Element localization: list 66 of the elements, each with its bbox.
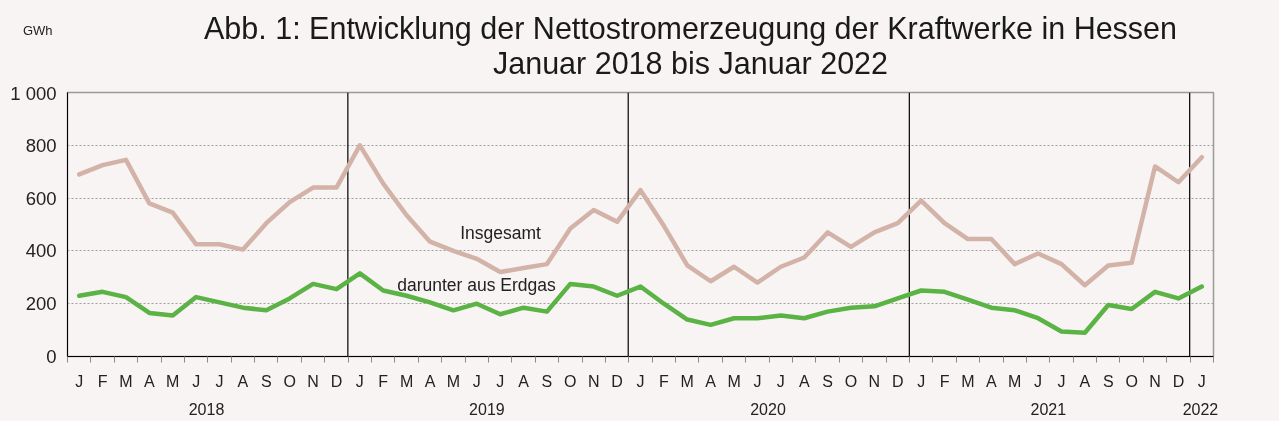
x-tick-label: O <box>1125 372 1138 390</box>
x-tick-label: F <box>97 372 108 390</box>
x-tick-label: S <box>260 372 272 390</box>
x-tick-label: J <box>776 372 785 390</box>
x-tick-label: A <box>424 372 436 390</box>
y-tick-label: 1 000 <box>10 82 57 104</box>
x-tick-label: N <box>307 372 319 390</box>
x-tick-label: M <box>1008 372 1022 390</box>
x-tick-label: J <box>1034 372 1043 390</box>
x-tick-label: D <box>611 372 623 390</box>
series-label: Insgesamt <box>460 222 541 243</box>
x-tick-label: J <box>496 372 505 390</box>
x-tick-label: N <box>1149 372 1161 390</box>
x-tick-label: M <box>680 372 694 390</box>
x2-tick-label: 2022 <box>1182 400 1219 418</box>
chart-title: Abb. 1: Entwicklung der Nettostromerzeugung der Kraftwerke in Hessen <box>203 10 1178 46</box>
x-tick-label: M <box>166 372 180 390</box>
x-tick-label: J <box>1057 372 1066 390</box>
x-tick-label: M <box>399 372 414 390</box>
y-tick-label: 400 <box>25 240 57 262</box>
y-tick-label: 600 <box>25 187 57 209</box>
y-tick-label: 0 <box>46 346 57 367</box>
x-tick-label: S <box>541 372 553 390</box>
x-tick-label: O <box>844 372 858 390</box>
x-tick-label: J <box>917 372 926 390</box>
x-tick-label: M <box>119 372 133 390</box>
x2-tick-label: 2019 <box>469 400 505 418</box>
x-tick-label: O <box>564 372 577 390</box>
x-tick-label: J <box>192 372 201 390</box>
x-tick-label: F <box>659 372 669 390</box>
x-tick-label: A <box>144 372 156 390</box>
x-tick-label: N <box>587 372 600 390</box>
chart-subtitle: Januar 2018 bis Januar 2022 <box>492 45 889 80</box>
x-tick-label: J <box>75 372 84 390</box>
x-tick-label: S <box>1102 372 1114 390</box>
x-tick-label: J <box>1197 372 1206 390</box>
x-tick-label: J <box>753 372 762 390</box>
x-tick-label: A <box>985 372 997 390</box>
y-tick-label: 200 <box>25 293 57 315</box>
x-tick-label: J <box>636 372 645 390</box>
x-tick-label: M <box>961 372 975 390</box>
x-tick-label: A <box>705 372 717 390</box>
x-tick-label: F <box>378 372 389 390</box>
series-label: darunter aus Erdgas <box>397 274 557 295</box>
x-tick-label: D <box>330 372 343 390</box>
x-tick-label: A <box>237 372 249 390</box>
x-tick-label: S <box>822 372 833 390</box>
x-tick-label: F <box>939 372 950 390</box>
x-tick-label: J <box>472 372 481 390</box>
x-tick-label: D <box>1172 372 1185 390</box>
x-tick-label: A <box>798 372 810 390</box>
x-tick-label: J <box>215 372 224 390</box>
x-tick-label: D <box>891 372 904 390</box>
x-tick-label: A <box>1079 372 1091 390</box>
x-tick-label: M <box>727 372 741 390</box>
y-axis-title: GWh <box>22 23 53 38</box>
x2-tick-label: 2021 <box>1030 400 1067 418</box>
x-tick-label: J <box>355 372 364 390</box>
line-series <box>76 271 1205 335</box>
x-tick-label: M <box>446 372 461 390</box>
x2-tick-label: 2018 <box>188 400 225 418</box>
x-tick-label: O <box>283 372 296 390</box>
x-tick-label: A <box>518 372 530 390</box>
x-tick-label: N <box>868 372 881 390</box>
x2-tick-label: 2020 <box>750 400 786 418</box>
y-tick-label: 800 <box>25 134 57 156</box>
